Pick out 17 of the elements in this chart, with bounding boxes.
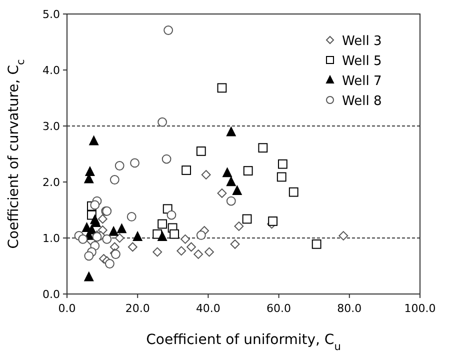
legend-label: Well 5 <box>342 54 382 69</box>
y-tick-label: 3.0 <box>42 120 60 133</box>
x-tick-label: 0.0 <box>58 302 76 315</box>
legend-label: Well 3 <box>342 34 382 49</box>
x-tick-label: 20.0 <box>125 302 150 315</box>
legend-label: Well 8 <box>342 94 382 109</box>
x-tick-label: 40.0 <box>196 302 220 315</box>
x-axis-title: Coefficient of uniformity, C$_{u}$ <box>146 332 341 353</box>
y-tick-label: 5.0 <box>42 8 60 21</box>
x-tick-label: 80.0 <box>337 302 362 315</box>
legend-label: Well 7 <box>342 74 382 89</box>
y-tick-label: 4.0 <box>42 64 60 77</box>
y-tick-label: 0.0 <box>42 288 60 301</box>
x-tick-label: 100.0 <box>404 302 436 315</box>
y-tick-label: 1.0 <box>42 232 60 245</box>
x-tick-label: 60.0 <box>266 302 292 315</box>
y-tick-label: 2.0 <box>42 176 60 189</box>
